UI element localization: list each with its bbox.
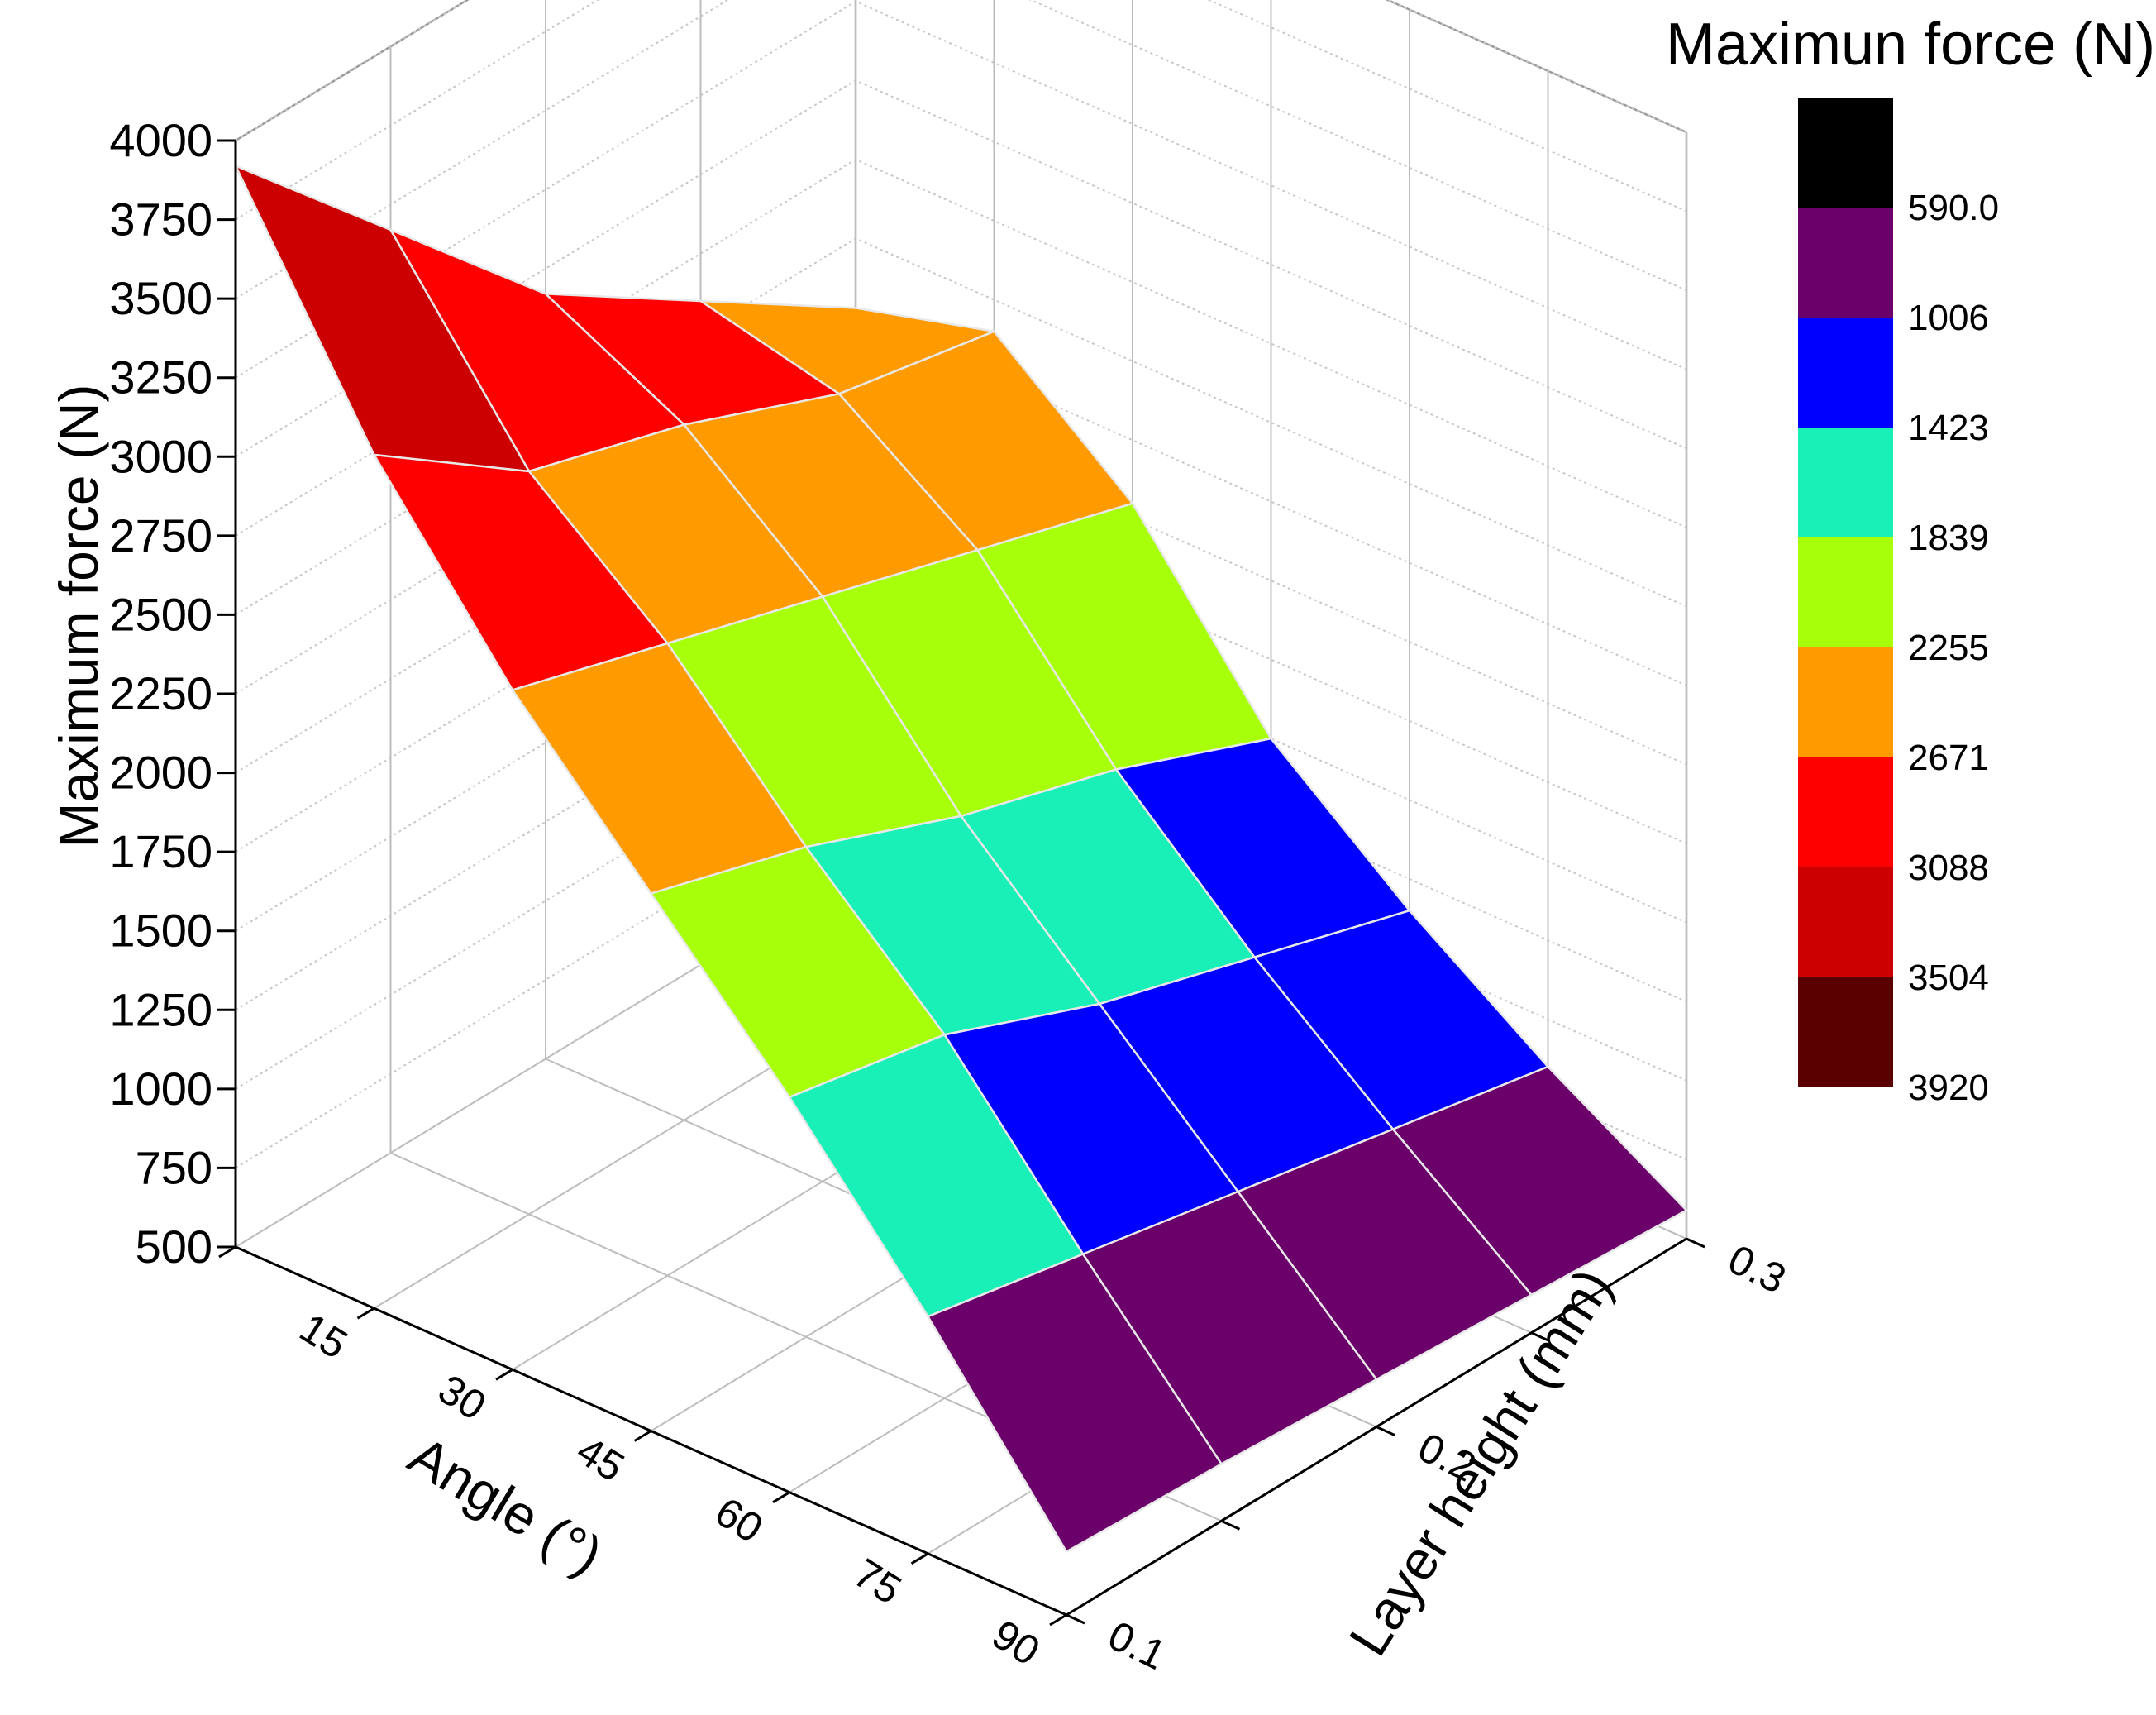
colorbar-title: Maximun force (N) [1666, 12, 2155, 78]
grid-line-z [235, 0, 1687, 299]
y-tick-label: 0.1 [1101, 1612, 1173, 1679]
z-axis-title: Maximum force (N) [48, 384, 109, 848]
x-tick-label: 30 [431, 1365, 494, 1429]
colorbar-band [1798, 428, 1893, 537]
colorbar-tick-label: 590.0 [1908, 188, 1999, 228]
x-tick [772, 1491, 790, 1503]
colorbar-tick-label: 3504 [1908, 958, 1989, 998]
y-tick [1686, 1237, 1705, 1249]
colorbar-bands [1798, 98, 1893, 1087]
colorbar-tick-label: 2255 [1908, 628, 1989, 668]
colorbar-tick-label: 3920 [1908, 1068, 1989, 1108]
surface [234, 165, 1688, 1553]
x-tick [633, 1430, 652, 1442]
colorbar-band [1798, 318, 1893, 428]
z-tick-label: 3250 [109, 351, 212, 404]
colorbar-tick-label: 1006 [1908, 298, 1989, 338]
z-tick-label: 1000 [109, 1063, 212, 1115]
colorbar-band [1798, 977, 1893, 1087]
colorbar-band [1798, 867, 1893, 977]
z-tick-label: 500 [136, 1221, 212, 1273]
grid-line-z [235, 0, 1687, 221]
y-tick [1066, 1613, 1085, 1625]
z-tick-label: 2000 [109, 747, 212, 799]
x-tick-label: 60 [708, 1488, 771, 1552]
grid-line-z [235, 0, 1687, 141]
x-tick-label: 75 [846, 1550, 909, 1613]
z-tick-label: 2250 [109, 667, 212, 719]
colorbar-band [1798, 208, 1893, 318]
z-tick-label: 750 [136, 1141, 212, 1193]
colorbar-band [1798, 537, 1893, 647]
z-tick-label: 1250 [109, 983, 212, 1035]
x-tick-label: 45 [569, 1427, 632, 1491]
z-tick-label: 3500 [109, 272, 212, 324]
colorbar-band [1798, 647, 1893, 757]
y-tick-label: 0.3 [1721, 1235, 1793, 1302]
x-tick [218, 1245, 236, 1259]
z-tick-label: 1500 [109, 905, 212, 957]
z-tick-label: 3750 [109, 193, 212, 246]
x-tick-label: 15 [292, 1304, 355, 1368]
x-tick [495, 1369, 513, 1381]
z-tick-label: 2500 [109, 588, 212, 640]
x-tick [1049, 1613, 1067, 1627]
surface-cell [927, 1253, 1223, 1553]
colorbar-tick-label: 1839 [1908, 518, 1989, 558]
z-tick-label: 4000 [109, 114, 212, 166]
x-tick [910, 1552, 929, 1565]
z-tick-label: 3000 [109, 430, 212, 482]
z-tick-label: 2750 [109, 509, 212, 561]
colorbar-tick-label: 2671 [1908, 738, 1989, 778]
colorbar-band [1798, 98, 1893, 208]
x-tick [356, 1307, 375, 1320]
colorbar-ticks: 590.0 1006 1423 1839 2255 2671 3088 3504 3920 [1908, 188, 1999, 1108]
colorbar-tick-label: 3088 [1908, 848, 1989, 888]
y-tick [1376, 1426, 1395, 1436]
y-tick [1530, 1331, 1551, 1343]
colorbar-legend: Maximun force (N) 590.0 1006 1423 1839 2255 2… [1666, 12, 2155, 1108]
colorbar-tick-label: 1423 [1908, 408, 1989, 448]
box-edge [235, 0, 470, 142]
colorbar-band [1798, 757, 1893, 867]
x-tick-label: 90 [985, 1611, 1048, 1674]
y-tick [1220, 1519, 1241, 1531]
z-tick-label: 1750 [109, 825, 212, 877]
